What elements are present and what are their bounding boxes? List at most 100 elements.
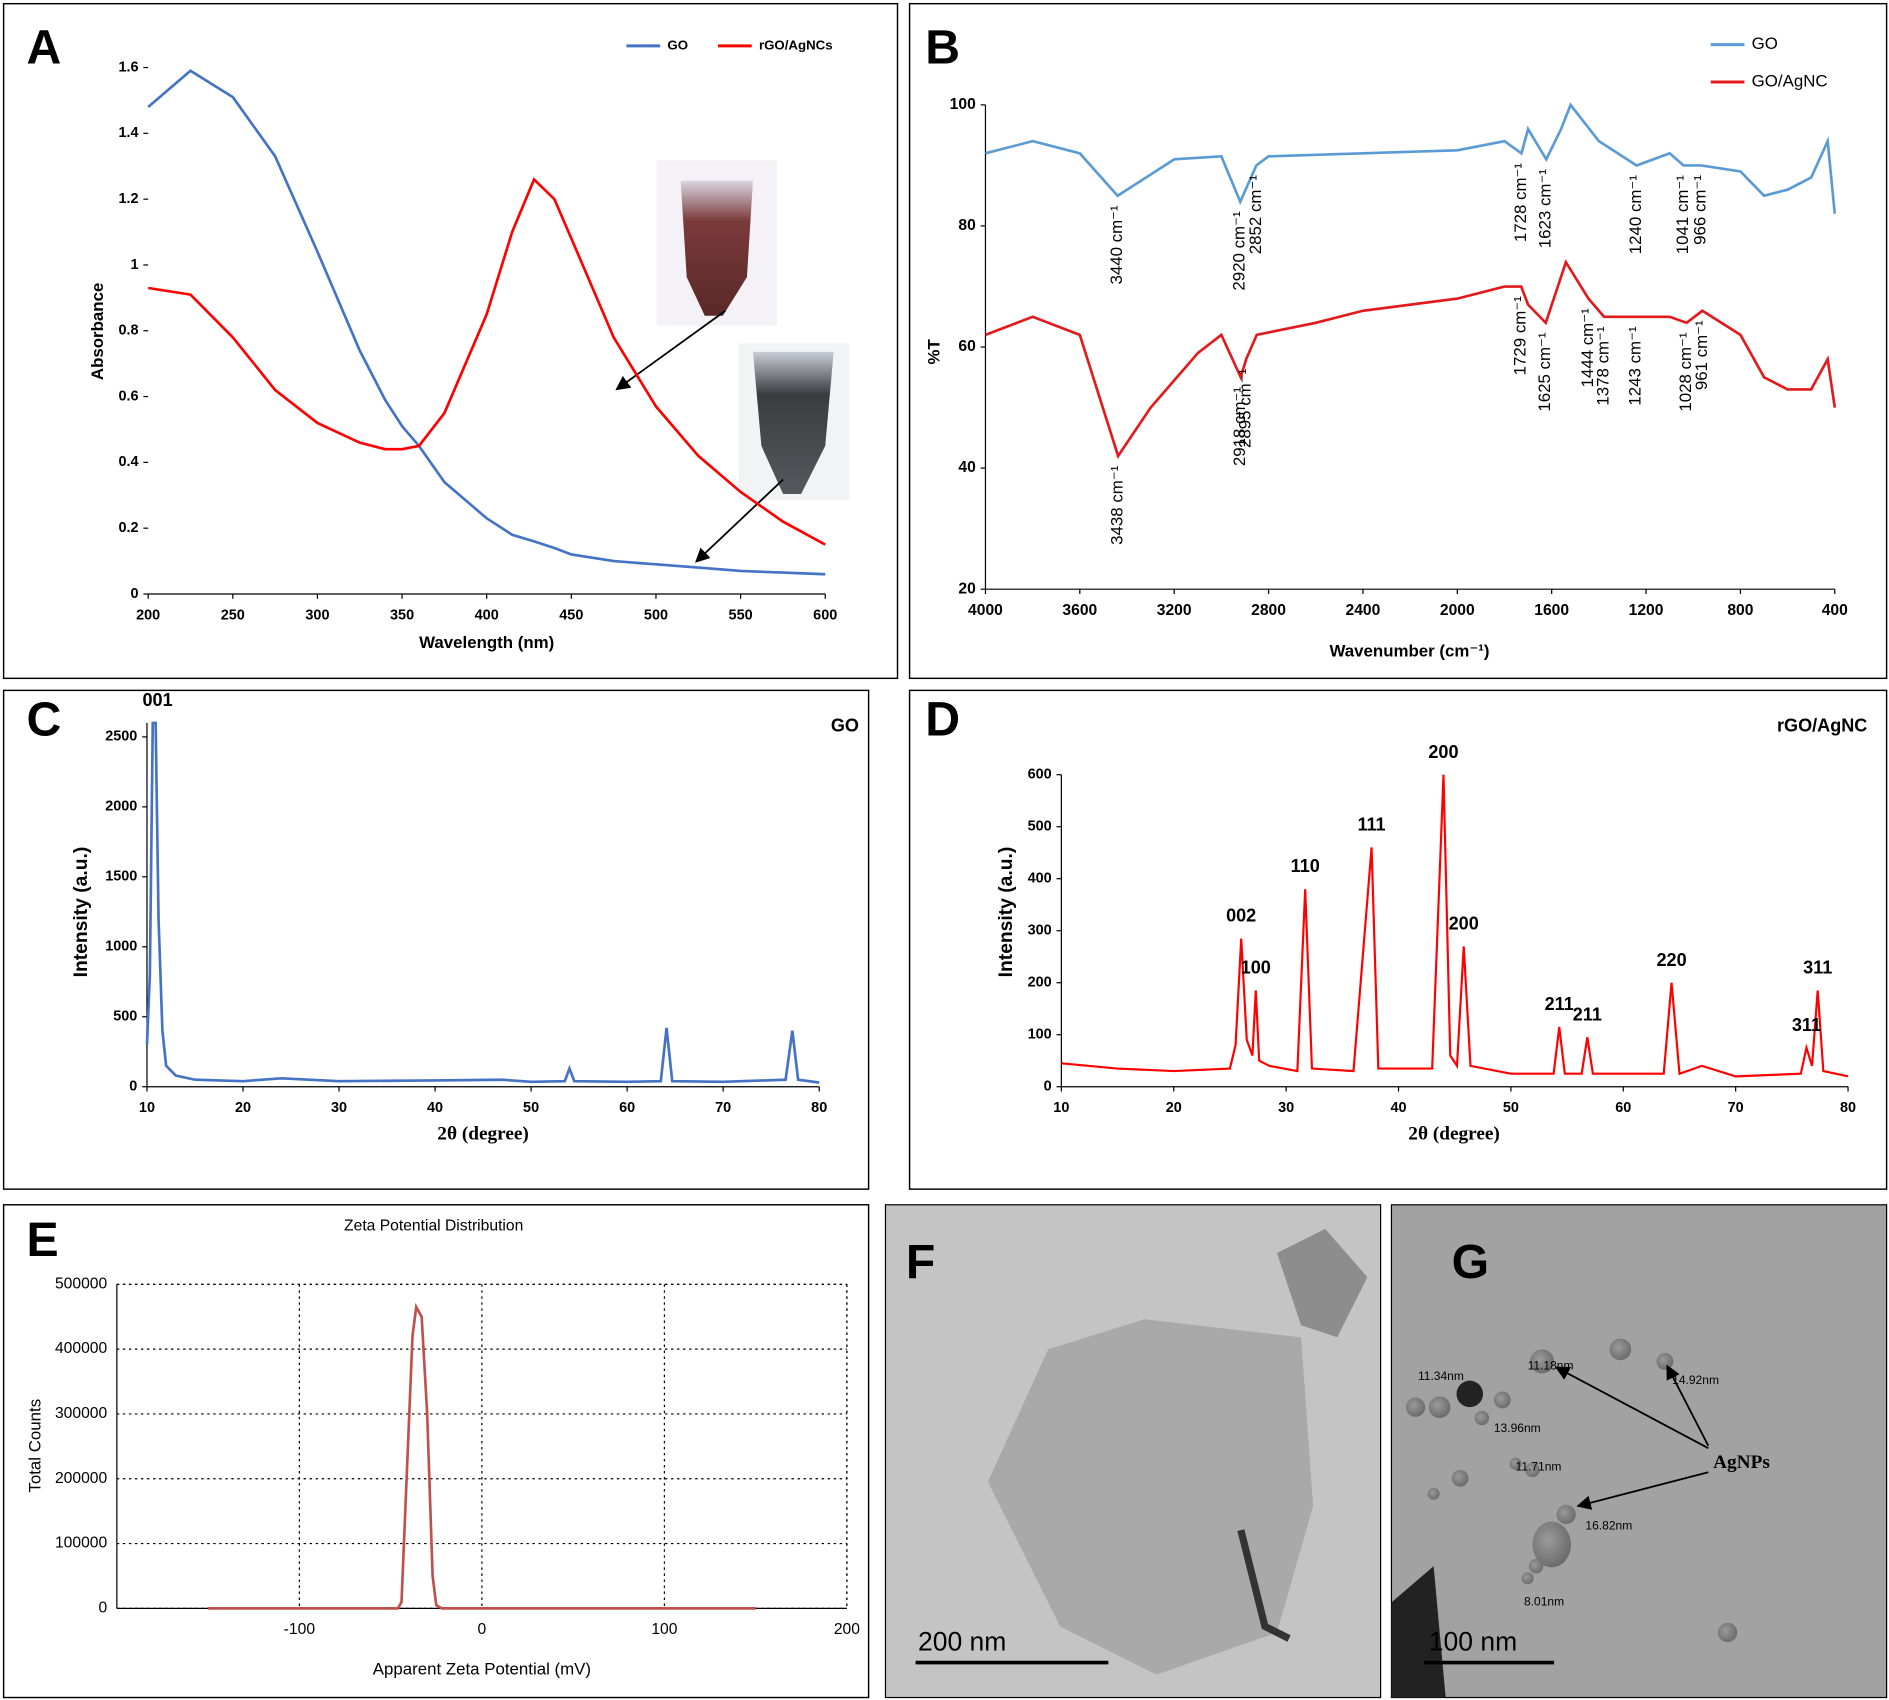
y-tick-label: 200	[1028, 975, 1052, 991]
panel-letter: B	[925, 20, 960, 74]
x-tick-label: 800	[1727, 602, 1753, 619]
x-tick-label: 50	[523, 1100, 539, 1116]
x-tick-label: 250	[221, 607, 245, 623]
x-axis-label: Apparent Zeta Potential (mV)	[373, 1659, 591, 1678]
peak-label: 966 cm⁻¹	[1691, 175, 1710, 245]
data-line	[1061, 774, 1849, 1078]
y-tick-label: 1.4	[118, 125, 138, 141]
x-axis-label: Wavenumber (cm⁻¹)	[1329, 641, 1489, 660]
peak-label: 111	[1357, 815, 1385, 835]
x-tick-label: 300	[305, 607, 329, 623]
scale-bar-label: 200 nm	[918, 1626, 1006, 1656]
peak-label: 1623 cm⁻¹	[1536, 169, 1555, 249]
y-tick-label: 60	[958, 338, 976, 355]
size-label: 13.96nm	[1494, 1421, 1541, 1435]
panel-frame	[908, 2, 1888, 680]
peak-label: 3438 cm⁻¹	[1108, 465, 1127, 545]
panel-letter: F	[906, 1235, 935, 1289]
x-tick-label: 60	[619, 1100, 635, 1116]
y-tick-label: 1000	[105, 939, 137, 955]
peak-label: 1240 cm⁻¹	[1626, 175, 1645, 255]
data-line	[147, 177, 826, 546]
y-tick-label: 1.6	[118, 59, 138, 75]
data-line	[984, 259, 1837, 459]
x-tick-label: 200	[136, 607, 160, 623]
peak-label: 211	[1545, 994, 1574, 1014]
peak-label: 3440 cm⁻¹	[1107, 205, 1126, 285]
tem-image: 100 nm 11.18nm 11.34nm 13.96nm 11.71nm 1…	[1390, 1204, 1888, 1699]
panel-frame	[2, 2, 899, 680]
x-tick-label: 40	[427, 1100, 443, 1116]
panel-frame	[2, 1204, 870, 1699]
size-label: 14.92nm	[1672, 1373, 1719, 1387]
x-tick-label: 3600	[1062, 602, 1097, 619]
y-tick-label: 500000	[55, 1275, 108, 1292]
peak-label: 311	[1792, 1015, 1821, 1035]
x-tick-label: 80	[1840, 1100, 1856, 1116]
x-tick-label: 1600	[1534, 602, 1569, 619]
peak-label: 002	[1226, 906, 1256, 926]
scale-bar-label: 100 nm	[1429, 1626, 1517, 1656]
x-tick-label: 20	[1166, 1100, 1182, 1116]
y-tick-label: 2000	[105, 799, 137, 815]
legend-label: GO/AgNC	[1752, 71, 1828, 90]
panel-letter: G	[1452, 1235, 1489, 1289]
peak-label: 110	[1291, 856, 1320, 876]
x-tick-label: 600	[813, 607, 837, 623]
x-tick-label: 20	[235, 1100, 251, 1116]
size-label: 8.01nm	[1524, 1595, 1564, 1609]
y-axis-label: Intensity (a.u.)	[996, 847, 1017, 978]
y-axis-label: Absorbance	[88, 283, 107, 380]
vial-photo	[615, 160, 850, 563]
x-tick-label: 70	[715, 1100, 731, 1116]
y-tick-label: 20	[958, 580, 976, 597]
y-tick-label: 400	[1028, 871, 1052, 887]
data-line	[147, 69, 826, 576]
y-tick-label: 600	[1028, 767, 1052, 783]
x-tick-label: 70	[1728, 1100, 1744, 1116]
x-tick-label: 0	[478, 1621, 487, 1638]
y-tick-label: 300000	[55, 1405, 108, 1422]
x-tick-label: 10	[1053, 1100, 1069, 1116]
y-tick-label: 100	[950, 96, 976, 113]
y-tick-label: 500	[1028, 819, 1052, 835]
peak-label: 220	[1657, 950, 1687, 970]
panel-letter: D	[925, 693, 960, 747]
y-tick-label: 0.2	[118, 520, 138, 536]
x-tick-label: 1200	[1629, 602, 1664, 619]
y-axis-label: %T	[924, 339, 943, 365]
x-tick-label: 3200	[1157, 602, 1192, 619]
data-line	[145, 721, 820, 1084]
peak-label: 1028 cm⁻¹	[1676, 332, 1695, 412]
y-tick-label: 0.4	[118, 454, 138, 470]
peak-label: 100	[1241, 958, 1271, 978]
y-tick-label: 0	[131, 586, 139, 602]
y-tick-label: 200000	[55, 1470, 108, 1487]
peak-label: 2852 cm⁻¹	[1246, 175, 1265, 255]
peak-label: 2920 cm⁻¹	[1230, 211, 1249, 291]
x-axis-label: 2θ (degree)	[1408, 1123, 1500, 1144]
peak-label: 1728 cm⁻¹	[1511, 163, 1530, 243]
panel-letter: C	[27, 693, 62, 747]
x-tick-label: 2400	[1346, 602, 1381, 619]
chart-title: Zeta Potential Distribution	[344, 1218, 523, 1235]
y-tick-label: 40	[958, 459, 976, 476]
x-tick-label: 10	[139, 1100, 155, 1116]
size-label: 11.71nm	[1516, 1460, 1562, 1474]
y-axis-label: Intensity (a.u.)	[71, 847, 92, 978]
x-tick-label: 400	[1822, 602, 1848, 619]
x-tick-label: 30	[331, 1100, 347, 1116]
peak-label: 211	[1573, 1004, 1602, 1024]
y-tick-label: 80	[958, 217, 976, 234]
chart-title: GO	[831, 715, 859, 735]
y-axis-label: Total Counts	[26, 1399, 45, 1493]
y-tick-label: 0	[99, 1600, 108, 1617]
y-tick-label: 400000	[55, 1340, 108, 1357]
y-tick-label: 1	[131, 257, 139, 273]
size-label: 16.82nm	[1585, 1519, 1632, 1533]
y-tick-label: 1500	[105, 869, 137, 885]
peak-label: 961 cm⁻¹	[1692, 320, 1711, 390]
size-label: 11.34nm	[1418, 1369, 1464, 1383]
y-tick-label: 0.6	[118, 388, 138, 404]
